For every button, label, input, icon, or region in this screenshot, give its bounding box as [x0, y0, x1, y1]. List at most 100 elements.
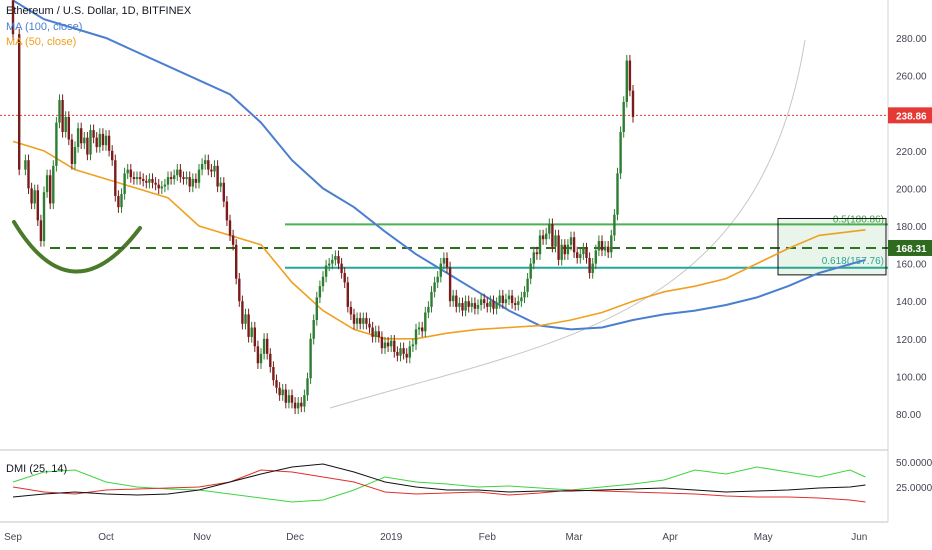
- candle: [297, 402, 300, 409]
- ma50-legend[interactable]: MA (50, close): [6, 36, 77, 48]
- candle: [414, 329, 418, 345]
- candle: [374, 331, 377, 337]
- x-tick-label: Sep: [4, 532, 22, 543]
- candle: [359, 318, 362, 324]
- candle: [160, 186, 163, 189]
- price-axis: 280.00260.00240.00220.00200.00180.00160.…: [887, 0, 927, 450]
- candle: [45, 175, 49, 193]
- candle: [507, 295, 511, 300]
- candle: [622, 101, 625, 132]
- candle: [290, 395, 294, 403]
- candle: [61, 100, 64, 132]
- candle: [244, 314, 247, 324]
- candle: [318, 286, 322, 298]
- candle: [343, 273, 346, 283]
- x-tick-label: Oct: [98, 532, 114, 543]
- candle: [52, 165, 55, 204]
- candle: [576, 252, 579, 258]
- dmi-y-tick: 25.0000: [896, 483, 932, 494]
- candle: [467, 301, 470, 307]
- candle: [179, 169, 182, 178]
- candle: [566, 244, 570, 255]
- candle: [337, 256, 340, 264]
- ma100-legend[interactable]: MA (100, close): [6, 21, 83, 33]
- candle: [470, 303, 473, 307]
- candle: [405, 353, 408, 358]
- candle: [315, 297, 318, 320]
- candle: [535, 252, 539, 255]
- candle: [368, 323, 371, 328]
- candle: [334, 256, 337, 260]
- candle: [597, 241, 601, 251]
- y-tick-label: 220.00: [896, 147, 927, 158]
- candle: [42, 192, 46, 242]
- candle: [517, 301, 520, 305]
- fib-label: 0.618(157.76): [822, 256, 884, 267]
- y-tick-label: 280.00: [896, 34, 927, 45]
- candle: [30, 188, 33, 204]
- candle: [86, 137, 89, 155]
- y-tick-label: 260.00: [896, 72, 927, 83]
- candle: [631, 90, 635, 117]
- candle: [427, 306, 430, 313]
- candle: [588, 257, 591, 273]
- candle: [126, 169, 129, 174]
- candle: [309, 338, 312, 379]
- candle: [114, 160, 117, 196]
- x-tick-label: 2019: [380, 532, 403, 543]
- candle: [216, 165, 219, 187]
- candle: [411, 344, 415, 347]
- candle: [346, 282, 349, 307]
- candle: [355, 318, 359, 324]
- candle: [585, 248, 588, 258]
- candle: [272, 367, 275, 381]
- candle: [613, 214, 616, 236]
- candle: [247, 314, 250, 337]
- candle: [383, 342, 387, 349]
- candle: [529, 263, 532, 279]
- candle: [132, 177, 136, 179]
- last-price-tag-text: 238.86: [896, 111, 927, 122]
- candle: [501, 295, 504, 304]
- candle: [479, 299, 483, 305]
- y-tick-label: 140.00: [896, 297, 927, 308]
- candle: [306, 378, 309, 396]
- candle: [365, 318, 368, 324]
- candle: [445, 257, 449, 268]
- minus-di-line: [12, 469, 866, 503]
- candle: [36, 190, 39, 221]
- y-tick-label: 120.00: [896, 335, 927, 346]
- candle: [228, 220, 232, 236]
- y-tick-label: 160.00: [896, 260, 927, 271]
- candle: [284, 389, 287, 403]
- candle: [340, 263, 343, 273]
- candle: [430, 291, 433, 307]
- candle: [390, 340, 393, 347]
- x-tick-label: Mar: [565, 532, 583, 543]
- price-tags: 238.86 168.31: [888, 107, 932, 256]
- candle: [557, 235, 560, 260]
- x-tick-label: Feb: [479, 532, 497, 543]
- candle: [532, 252, 535, 264]
- cup-arc: [12, 220, 142, 274]
- candle: [377, 331, 380, 337]
- ma100-line: [12, 0, 866, 331]
- candle: [523, 291, 526, 298]
- candles: [11, 0, 635, 414]
- candle: [448, 267, 452, 302]
- candle: [399, 348, 402, 356]
- candle: [538, 235, 542, 255]
- candle: [396, 351, 399, 356]
- symbol-title: Ethereum / U.S. Dollar, 1D, BITFINEX: [6, 5, 192, 17]
- candle: [582, 248, 585, 255]
- candle: [256, 346, 260, 364]
- dmi-panel: 50.0000 25.0000: [0, 449, 932, 523]
- candle: [266, 338, 269, 354]
- x-tick-label: Dec: [286, 532, 304, 543]
- candle: [148, 179, 151, 183]
- curve-arc: [329, 39, 806, 409]
- candle: [439, 263, 442, 277]
- y-tick-label: 200.00: [896, 184, 927, 195]
- candle: [402, 348, 405, 354]
- dmi-legend[interactable]: DMI (25, 14): [6, 463, 68, 475]
